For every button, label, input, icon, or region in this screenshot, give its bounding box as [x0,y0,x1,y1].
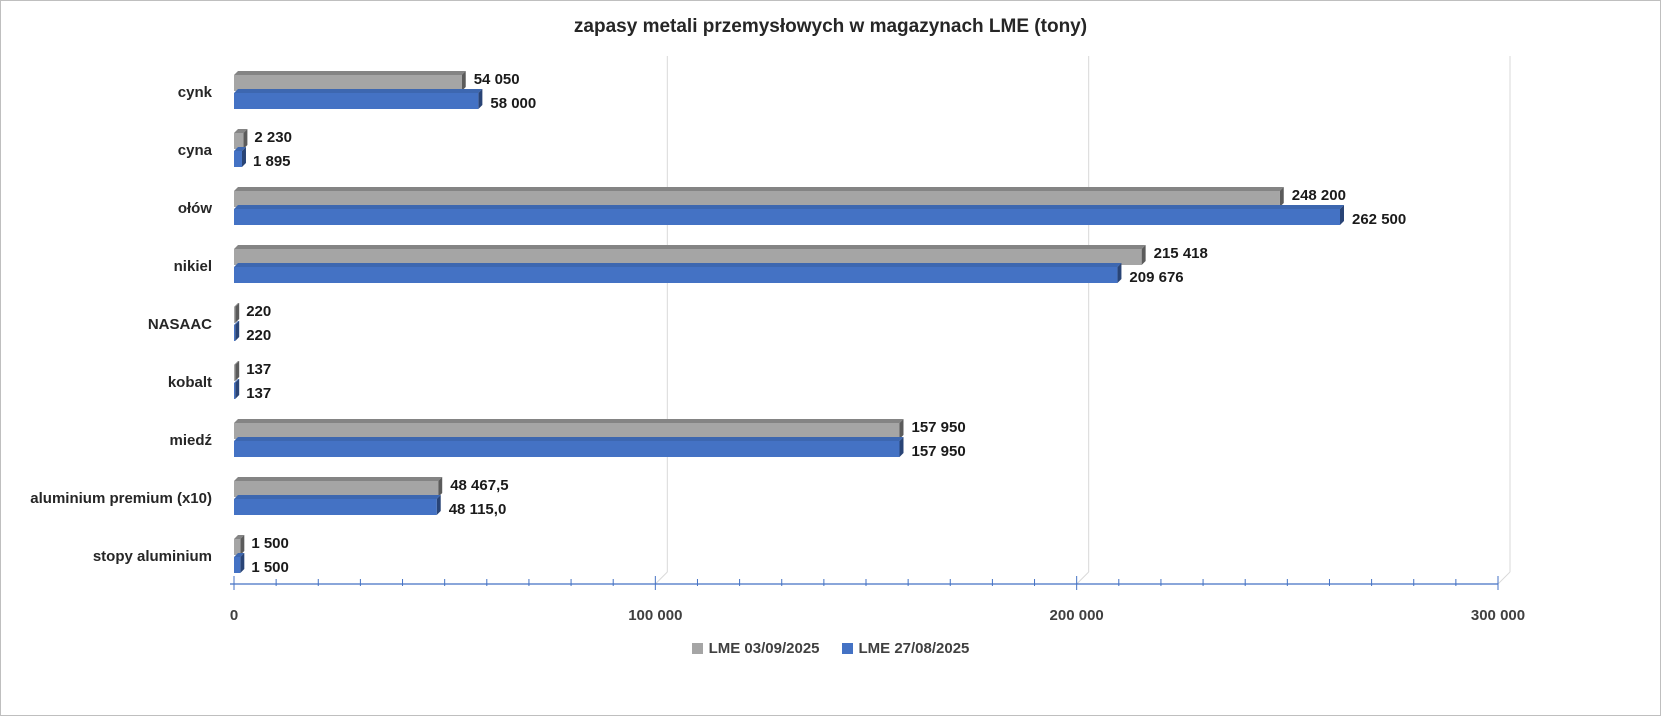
bar [234,481,439,497]
bar-side [235,303,240,323]
legend-label: LME 27/08/2025 [858,640,970,657]
data-label: 54 050 [474,71,520,88]
bar-top [234,419,904,423]
bar-top [234,303,240,307]
bar [234,151,242,167]
legend-item: LME 27/08/2025 [841,640,970,657]
bar-top [234,477,443,481]
bar-top [234,205,1344,209]
data-label: 220 [246,303,271,320]
bar-top [234,321,240,325]
bar [234,191,1280,207]
bar [234,539,241,555]
data-label: 215 418 [1154,245,1208,262]
data-label: 209 676 [1129,269,1183,286]
legend-label: LME 03/09/2025 [708,640,820,657]
bar [234,307,236,323]
data-label: 1 500 [251,559,289,576]
bar [234,383,236,399]
bar-top [234,245,1146,249]
category-label: nikiel [174,258,212,275]
bar [234,423,900,439]
data-label: 1 500 [251,535,289,552]
bar [234,249,1142,265]
bar-top [234,361,240,365]
category-label: aluminium premium (x10) [30,490,212,507]
data-label: 48 115,0 [449,501,507,518]
data-label: 157 950 [911,443,965,460]
bar-side [241,147,246,167]
bar-side [235,379,240,399]
bar-side [436,495,441,515]
bar [234,93,479,109]
x-tick-label: 0 [230,607,238,624]
data-label: 157 950 [911,419,965,436]
data-label: 220 [246,327,271,344]
category-label: kobalt [168,374,212,391]
bar-side [1279,187,1284,207]
bar-top [234,263,1122,267]
category-label: miedź [169,432,212,449]
data-label: 48 467,5 [450,477,508,494]
legend-item: LME 03/09/2025 [691,640,820,657]
bar-top [234,147,246,151]
bar-side [240,553,245,573]
bar-side [1141,245,1146,265]
bar-top [234,379,240,383]
data-label: 1 895 [253,153,291,170]
bar [234,325,236,341]
bar-top [234,129,248,133]
bar-side [478,89,483,109]
category-label: cyna [178,142,213,159]
gridline-depth [1497,571,1511,585]
bar [234,557,241,573]
category-label: cynk [178,84,213,101]
chart-title: zapasy metali przemysłowych w magazynach… [573,16,1088,37]
bar-top [234,187,1284,191]
bar [234,441,900,457]
bar-top [234,553,245,557]
gridline-depth [1076,571,1090,585]
bar-top [234,495,441,499]
bar [234,499,437,515]
x-tick-label: 100 000 [628,607,682,624]
bar-side [235,361,240,381]
bar [234,209,1340,225]
bar-side [1117,263,1122,283]
x-tick-label: 200 000 [1050,607,1104,624]
legend-swatch [691,643,703,654]
bar-top [234,89,483,93]
bar-side [899,437,904,457]
category-label: stopy aluminium [93,548,212,565]
bar-side [438,477,443,497]
data-label: 58 000 [490,95,536,112]
bar [234,75,462,91]
x-tick-label: 300 000 [1471,607,1525,624]
data-label: 248 200 [1292,187,1346,204]
bar-side [461,71,466,91]
data-label: 137 [246,361,271,378]
data-label: 137 [246,385,271,402]
bar-top [234,535,245,539]
data-label: 2 230 [254,129,292,146]
gridline-depth [654,571,668,585]
category-label: NASAAC [148,316,212,333]
bar [234,267,1118,283]
data-label: 262 500 [1352,211,1406,228]
bar-side [1340,205,1344,225]
bar-top [234,437,904,441]
bar-side [243,129,248,149]
bar-side [240,535,245,555]
bar [234,365,236,381]
category-label: ołów [178,200,212,217]
bar-side [899,419,904,439]
bar-top [234,71,466,75]
bar [234,133,244,149]
chart-legend: LME 03/09/2025 LME 27/08/2025 [0,640,1661,657]
legend-swatch [841,643,853,654]
bar-side [235,321,240,341]
